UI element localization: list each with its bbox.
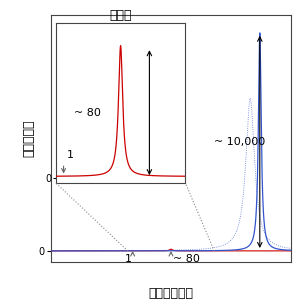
X-axis label: レーザー波長: レーザー波長 <box>148 287 194 300</box>
Text: ~ 10,000: ~ 10,000 <box>214 137 266 147</box>
Text: ~ 80: ~ 80 <box>74 108 101 118</box>
Y-axis label: イオン強度: イオン強度 <box>22 120 35 157</box>
Text: ~ 80: ~ 80 <box>173 253 200 264</box>
Title: 拡大図: 拡大図 <box>110 9 132 22</box>
Text: 1: 1 <box>67 150 74 160</box>
Text: 1: 1 <box>124 253 131 264</box>
